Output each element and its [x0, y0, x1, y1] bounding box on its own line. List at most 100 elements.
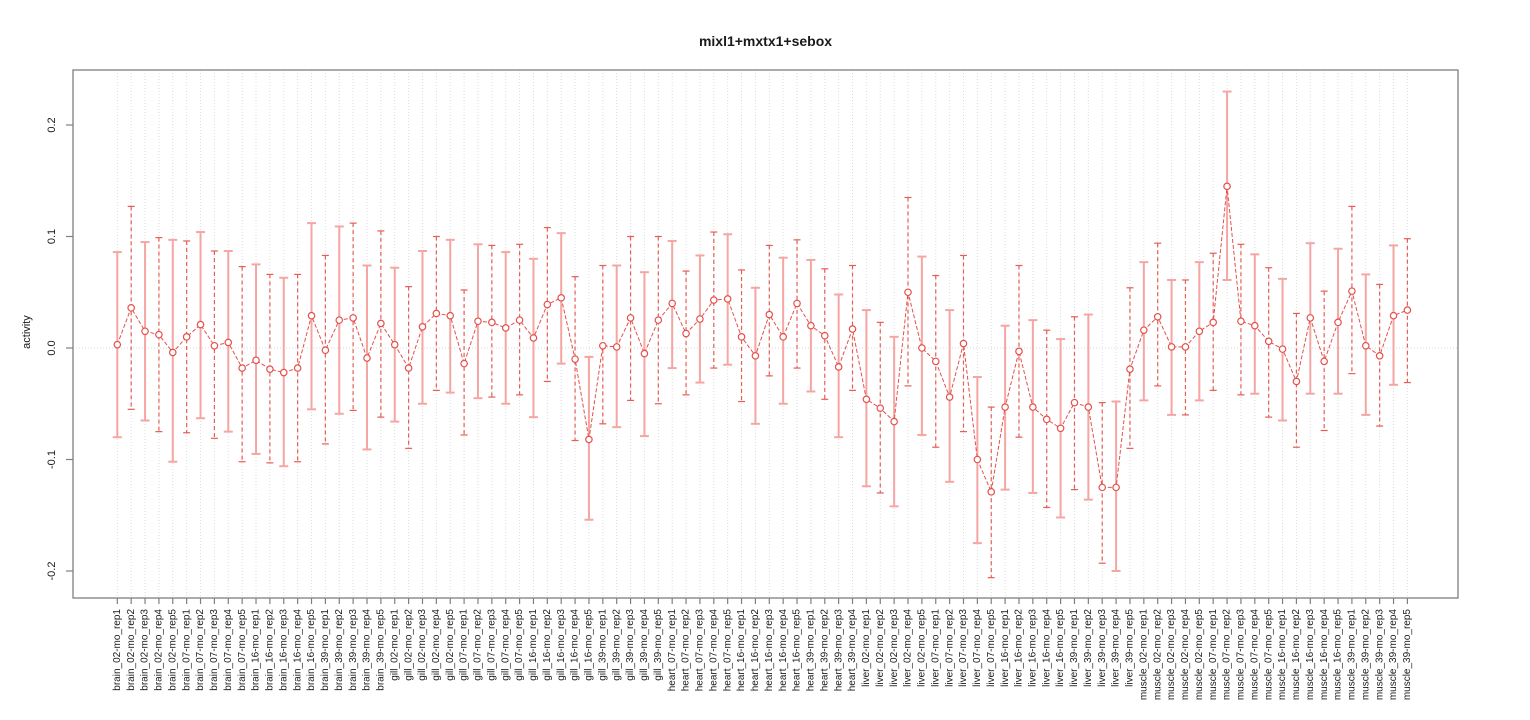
x-tick-label: heart_39-mo_rep3 [833, 609, 844, 692]
data-point [737, 333, 746, 341]
x-tick-label: heart_07-mo_rep4 [708, 609, 719, 692]
x-tick-label: brain_39-mo_rep3 [348, 609, 359, 691]
x-tick-label: gill_07-mo_rep3 [486, 609, 497, 681]
data-point [1251, 321, 1259, 330]
x-tick-label: gill_16-mo_rep5 [584, 609, 595, 681]
x-tick-label: muscle_07-mo_rep3 [1236, 609, 1247, 701]
x-tick-label: heart_07-mo_rep2 [681, 609, 692, 692]
x-tick-label: liver_07-mo_rep4 [972, 609, 983, 687]
x-tick-label: muscle_16-mo_rep2 [1291, 609, 1302, 701]
data-point [765, 310, 774, 319]
x-tick-label: brain_16-mo_rep1 [251, 609, 262, 691]
data-point [876, 404, 885, 413]
x-tick-label: brain_02-mo_rep2 [126, 609, 137, 691]
data-point [1348, 287, 1356, 295]
x-tick-label: muscle_39-mo_rep1 [1347, 609, 1358, 701]
x-tick-label: gill_16-mo_rep4 [570, 609, 581, 681]
data-point [973, 455, 982, 464]
data-point [196, 320, 205, 329]
data-point [723, 295, 732, 303]
data-point [1056, 424, 1065, 433]
x-tick-label: gill_02-mo_rep1 [389, 609, 400, 681]
x-tick-label: heart_16-mo_rep3 [764, 609, 775, 692]
x-tick-label: heart_16-mo_rep4 [778, 609, 789, 692]
data-point [654, 316, 663, 324]
x-tick-label: brain_16-mo_rep4 [292, 609, 303, 691]
data-point [168, 348, 177, 357]
x-tick-label: gill_39-mo_rep3 [625, 609, 636, 681]
data-point [959, 339, 968, 348]
x-tick-label: brain_07-mo_rep1 [181, 609, 192, 691]
x-tick-label: muscle_02-mo_rep3 [1166, 609, 1177, 701]
data-point [279, 368, 288, 377]
y-tick-label: 0.2 [46, 117, 58, 132]
data-point [1181, 343, 1190, 351]
plot-frame [72, 69, 1459, 599]
x-tick-label: liver_02-mo_rep2 [875, 609, 886, 687]
data-point [820, 331, 829, 340]
x-tick-label: liver_02-mo_rep4 [903, 609, 914, 687]
x-tick-label: muscle_07-mo_rep1 [1208, 609, 1219, 701]
data-point [1264, 337, 1273, 346]
data-point [529, 334, 538, 342]
data-point [501, 324, 510, 332]
data-point [404, 364, 413, 372]
data-point [238, 364, 246, 372]
x-tick-label: brain_16-mo_rep2 [265, 609, 276, 691]
data-point [1029, 403, 1037, 411]
x-tick-label: muscle_07-mo_rep2 [1222, 609, 1233, 701]
x-tick-label: gill_07-mo_rep1 [459, 609, 470, 681]
data-point [779, 333, 787, 341]
data-point [1084, 403, 1093, 411]
data-point [349, 314, 357, 322]
data-point [113, 340, 122, 349]
x-tick-label: liver_07-mo_rep3 [958, 609, 969, 687]
data-point [1223, 182, 1231, 191]
data-point [807, 321, 815, 330]
data-point [682, 329, 690, 338]
x-tick-label: brain_02-mo_rep1 [112, 609, 123, 691]
data-point [377, 319, 385, 328]
x-tick-label: liver_16-mo_rep3 [1027, 609, 1038, 687]
data-point [585, 435, 593, 444]
data-point [266, 365, 274, 373]
x-tick-label: brain_39-mo_rep2 [334, 609, 345, 691]
data-point [1070, 398, 1079, 407]
data-point [1015, 347, 1023, 356]
x-tick-label: muscle_16-mo_rep3 [1305, 609, 1316, 701]
x-tick-label: liver_39-mo_rep5 [1125, 609, 1136, 687]
data-point [1209, 318, 1217, 327]
x-tick-label: gill_16-mo_rep1 [528, 609, 539, 681]
data-point [432, 309, 441, 318]
data-point [1403, 306, 1412, 314]
data-point [307, 311, 316, 320]
data-point [890, 417, 898, 426]
data-point [668, 299, 676, 308]
x-tick-label: liver_16-mo_rep4 [1041, 609, 1052, 687]
x-tick-label: brain_07-mo_rep4 [223, 609, 234, 691]
data-point [1292, 377, 1301, 386]
x-tick-label: liver_07-mo_rep2 [944, 609, 955, 687]
data-point [848, 325, 857, 333]
data-point [571, 355, 579, 363]
data-point [1098, 483, 1107, 492]
data-point [1278, 345, 1287, 353]
x-tick-label: liver_16-mo_rep2 [1014, 609, 1025, 687]
x-tick-label: gill_02-mo_rep2 [403, 609, 414, 681]
x-tick-label: liver_07-mo_rep5 [986, 609, 997, 687]
x-tick-label: muscle_16-mo_rep5 [1333, 609, 1344, 701]
x-tick-label: muscle_39-mo_rep5 [1402, 609, 1413, 701]
data-point [945, 393, 954, 401]
x-tick-label: heart_16-mo_rep1 [736, 609, 747, 692]
data-point [418, 323, 427, 331]
x-tick-label: liver_39-mo_rep1 [1069, 609, 1080, 687]
x-tick-label: gill_07-mo_rep5 [514, 609, 525, 681]
x-tick-label: heart_07-mo_rep1 [667, 609, 678, 692]
x-tick-label: brain_39-mo_rep5 [376, 609, 387, 691]
x-tick-label: muscle_02-mo_rep4 [1180, 609, 1191, 701]
data-point [1389, 311, 1398, 320]
data-point [293, 364, 302, 372]
x-tick-label: liver_16-mo_rep5 [1055, 609, 1066, 687]
x-tick-label: muscle_07-mo_rep4 [1249, 609, 1260, 701]
data-point [987, 488, 996, 496]
